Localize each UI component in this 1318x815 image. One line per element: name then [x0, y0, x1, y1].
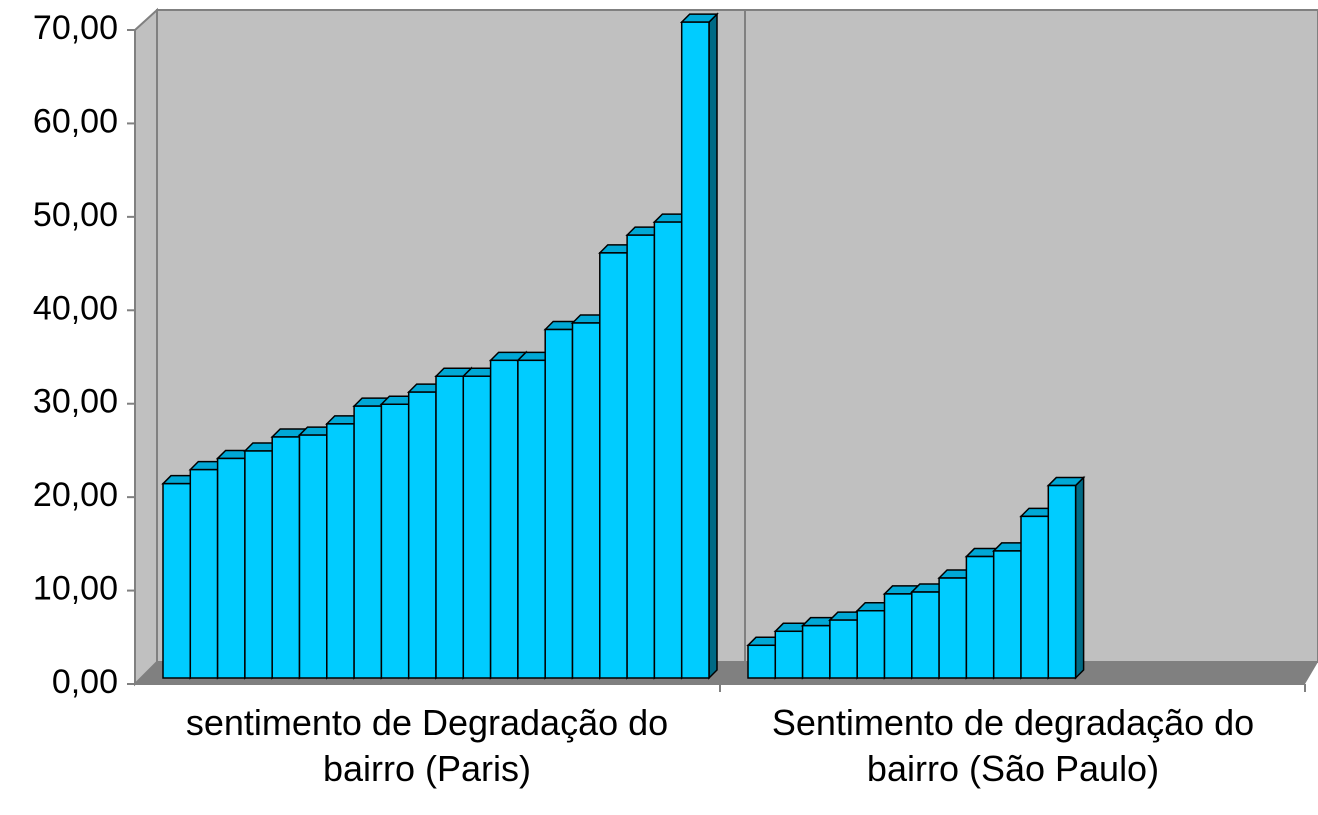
- bar: [1046, 475, 1086, 680]
- bar-front: [801, 624, 831, 679]
- bar-front: [326, 423, 355, 679]
- bar-front: [271, 436, 301, 679]
- y-tick-label: 20,00: [33, 476, 118, 514]
- y-tick-label: 10,00: [33, 570, 118, 608]
- bar-side: [708, 12, 718, 680]
- bar-front: [517, 359, 546, 679]
- y-tick-label: 30,00: [33, 383, 118, 421]
- bar-front: [747, 644, 777, 679]
- bar-front: [1047, 484, 1077, 679]
- bar-side: [1074, 475, 1085, 680]
- y-tick-label: 0,00: [52, 663, 118, 701]
- y-tick-label: 50,00: [33, 196, 118, 234]
- bar: [679, 12, 719, 680]
- bar-front: [407, 391, 437, 679]
- bar-front: [774, 630, 804, 679]
- bar-front: [626, 234, 656, 679]
- bar-front: [1020, 515, 1050, 679]
- bar-front: [244, 450, 273, 679]
- bar-front: [353, 405, 383, 679]
- bar-front: [965, 555, 995, 679]
- y-tick-label: 60,00: [33, 102, 118, 140]
- bar-front: [653, 221, 683, 679]
- bar-front: [992, 550, 1022, 679]
- bar-front: [599, 252, 628, 679]
- bar-front: [680, 21, 710, 679]
- bar-front: [883, 593, 913, 679]
- y-tick-label: 70,00: [33, 9, 118, 47]
- bar-front: [216, 457, 246, 679]
- category-label: sentimento de Degradação do bairro (Pari…: [185, 702, 669, 789]
- bar-front: [938, 577, 968, 679]
- bar-front: [380, 403, 410, 679]
- bar-front: [189, 468, 219, 679]
- side-wall: [134, 7, 158, 687]
- bar-front: [544, 328, 574, 679]
- bar-front: [162, 482, 192, 679]
- category-label: Sentimento de degradação do bairro (São …: [771, 702, 1255, 789]
- bar-front: [462, 375, 492, 679]
- bar-front: [298, 434, 328, 679]
- bar-front: [571, 322, 601, 679]
- x-axis-depth: [719, 661, 746, 685]
- bar-front: [911, 591, 940, 679]
- y-tick-label: 40,00: [33, 289, 118, 327]
- bar-front: [435, 375, 465, 679]
- bar-front: [829, 619, 858, 679]
- bar-front: [489, 359, 519, 679]
- bar-front: [856, 609, 886, 679]
